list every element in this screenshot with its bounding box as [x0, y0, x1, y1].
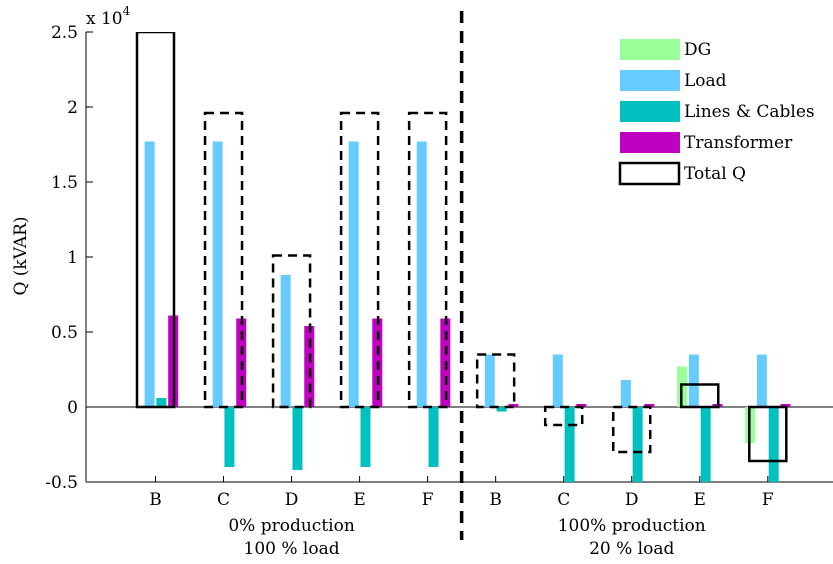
x-tick-label: F	[422, 490, 434, 510]
y-multiplier: x 104	[86, 4, 131, 29]
bar-lines-cables	[564, 407, 575, 482]
bar-lines-cables	[156, 398, 167, 407]
bar-load	[620, 380, 631, 407]
total-q-box	[271, 254, 312, 409]
bar-load	[552, 354, 563, 407]
legend-label: Load	[684, 71, 727, 91]
legend-swatch	[620, 132, 680, 153]
y-tick-label: -0.5	[45, 473, 78, 493]
axes: -0.5 0 0.5 1 1.5 2 2.5 B C D E F B C D E F	[45, 11, 833, 540]
legend-label: DG	[684, 40, 711, 60]
bar-load	[416, 141, 427, 407]
bar-lines-cables	[224, 407, 235, 467]
total-q-box	[475, 353, 516, 409]
total-q-box	[339, 111, 380, 409]
y-tick-label: 0	[67, 398, 78, 418]
x-tick-label: B	[149, 490, 162, 510]
legend-swatch	[620, 39, 680, 60]
bar-load	[144, 141, 155, 407]
x-tick-label: B	[489, 490, 502, 510]
bar-lines-cables	[428, 407, 439, 467]
bar-load	[280, 275, 291, 407]
y-tick-label: 1	[67, 248, 78, 268]
bar-transformer	[508, 404, 519, 407]
bar-load	[484, 354, 495, 407]
x-tick-label: F	[762, 490, 774, 510]
group-label: 20 % load	[589, 539, 674, 559]
bar-load	[212, 141, 223, 407]
y-tick-label: 1.5	[51, 173, 78, 193]
x-tick-label: D	[285, 490, 299, 510]
total-q-box	[680, 383, 720, 409]
x-tick-label: E	[353, 490, 365, 510]
x-tick-label: C	[217, 490, 230, 510]
bar-lines-cables	[632, 407, 643, 482]
bar-transformer	[576, 404, 587, 407]
y-exponent: 4	[123, 4, 131, 18]
total-q-box	[543, 405, 584, 427]
legend-swatch-total-q	[618, 161, 681, 186]
bar-transformer	[304, 326, 315, 407]
group-label: 100 % load	[244, 539, 340, 559]
total-q-box	[203, 111, 244, 409]
y-axis-label: Q (kVAR)	[11, 216, 31, 295]
legend-label: Transformer	[684, 133, 793, 153]
bar-transformer	[644, 404, 655, 407]
y-tick-label: 2.5	[51, 23, 78, 43]
bar-lines-cables	[700, 407, 711, 482]
legend-label: Total Q	[684, 164, 746, 184]
total-q-box	[407, 111, 448, 409]
bar-load	[688, 354, 699, 407]
legend: DG Load Lines & Cables Transformer Total Q	[618, 39, 815, 186]
legend-swatch	[620, 70, 680, 91]
legend-label: Lines & Cables	[684, 102, 815, 122]
x-tick-label: C	[557, 490, 570, 510]
bar-load	[756, 354, 767, 407]
legend-swatch	[620, 101, 680, 122]
bar-lines-cables	[360, 407, 371, 467]
group-label: 0% production	[228, 516, 354, 536]
x-tick-label: D	[625, 490, 639, 510]
total-q-box	[748, 405, 788, 463]
bar-transformer	[780, 404, 791, 407]
bar-lines-cables	[496, 407, 507, 412]
group-label: 100% production	[558, 516, 706, 536]
total-q-box	[135, 32, 176, 409]
y-tick-label: 0.5	[51, 323, 78, 343]
y-tick-label: 2	[67, 98, 78, 118]
bar-load	[348, 141, 359, 407]
total-q-boxes	[135, 32, 788, 463]
x-tick-label: E	[694, 490, 706, 510]
bar-lines-cables	[768, 407, 779, 482]
bar-lines-cables	[292, 407, 303, 470]
total-q-box	[611, 405, 652, 454]
